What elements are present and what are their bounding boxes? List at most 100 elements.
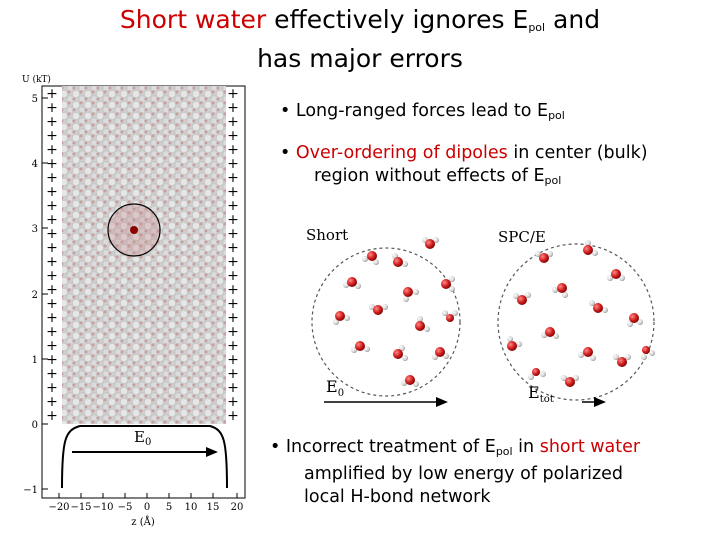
svg-text:+: + [227, 170, 239, 186]
x-tick-label: 20 [231, 502, 244, 513]
bullet-2-mid: in center (bulk) [507, 143, 648, 163]
svg-text:+: + [46, 170, 58, 186]
svg-text:+: + [46, 394, 58, 410]
bullet-2: • Over-ordering of dipoles in center (bu… [280, 142, 648, 192]
svg-text:+: + [46, 296, 58, 312]
svg-text:+: + [46, 114, 58, 130]
svg-text:+: + [46, 282, 58, 298]
y-tick-label: 0 [32, 420, 38, 431]
svg-text:+: + [227, 212, 239, 228]
right-charge-column: ++++ ++++ ++++ ++++ ++++ ++++ [227, 86, 239, 424]
potential-curve [61, 425, 228, 489]
svg-text:+: + [227, 142, 239, 158]
simulation-figure: U (kT) 5 4 3 2 1 0 −1 ++++ ++++ ++++ +++… [22, 74, 246, 528]
spce-field-label: Etot [528, 383, 554, 405]
svg-text:+: + [227, 296, 239, 312]
svg-text:+: + [46, 366, 58, 382]
svg-text:+: + [46, 184, 58, 200]
bullet-2-line2: region without effects of E [314, 166, 545, 186]
left-charge-column: ++++ ++++ ++++ ++++ ++++ ++++ [46, 86, 58, 424]
svg-text:+: + [227, 86, 239, 102]
svg-text:+: + [46, 408, 58, 424]
svg-text:+: + [227, 254, 239, 270]
x-tick-label: −20 [48, 502, 69, 513]
svg-text:+: + [227, 380, 239, 396]
y-tick-label: 4 [32, 159, 38, 170]
x-ticks [58, 493, 238, 498]
central-molecule [130, 226, 138, 234]
svg-text:+: + [227, 240, 239, 256]
bullet-1-sub: pol [548, 109, 565, 122]
title-red-text: Short water [119, 5, 267, 34]
short-sphere [311, 247, 461, 397]
svg-text:+: + [227, 352, 239, 368]
svg-text:+: + [227, 156, 239, 172]
water-slab [62, 86, 226, 424]
y-tick-label: 1 [32, 355, 38, 366]
x-tick-label: −15 [70, 502, 91, 513]
bullet-3-sub: pol [495, 445, 513, 458]
bullet-3-red: short water [539, 437, 641, 457]
bullet-1-text: • Long-ranged forces lead to E [280, 101, 549, 121]
y-tick-label: −1 [23, 485, 38, 496]
svg-text:+: + [46, 254, 58, 270]
x-tick-label: 0 [144, 502, 150, 513]
field-label: E0 [134, 428, 151, 448]
spce-sphere [497, 243, 655, 401]
snapshot-figure: Short SPC/E E0 E [306, 226, 655, 407]
y-axis-label: U (kT) [22, 74, 51, 85]
spce-label: SPC/E [498, 228, 546, 246]
y-tick-label: 5 [32, 94, 38, 105]
svg-text:+: + [227, 198, 239, 214]
title-line2: has major errors [257, 44, 463, 73]
x-tick-label: −10 [92, 502, 113, 513]
x-axis-label: z (Å) [131, 516, 155, 528]
svg-text:+: + [227, 366, 239, 382]
title-mid-text: effectively ignores E [266, 5, 529, 34]
title-sub: pol [528, 21, 546, 34]
short-field-arrowhead [436, 397, 448, 407]
svg-text:+: + [227, 394, 239, 410]
svg-text:+: + [46, 380, 58, 396]
y-tick-label: 2 [32, 290, 38, 301]
svg-text:+: + [227, 100, 239, 116]
y-tick-label: 3 [32, 224, 38, 235]
svg-text:+: + [46, 100, 58, 116]
svg-text:+: + [46, 310, 58, 326]
field-arrowhead [206, 447, 218, 457]
slide-title: Short water effectively ignores Epol and… [0, 4, 720, 74]
title-end-text: and [545, 5, 601, 34]
spce-molecules [507, 240, 655, 387]
svg-text:+: + [46, 128, 58, 144]
spce-field-arrowhead [594, 397, 606, 407]
svg-text:+: + [227, 338, 239, 354]
bullet-1: • Long-ranged forces lead to Epol [280, 100, 565, 127]
svg-text:+: + [46, 212, 58, 228]
short-molecules [333, 237, 458, 387]
bullet-2-sub: pol [544, 174, 562, 187]
bullet-2-red: Over-ordering of dipoles [295, 143, 508, 163]
svg-text:+: + [46, 86, 58, 102]
svg-text:+: + [46, 268, 58, 284]
bullet-3-mid: in [512, 437, 540, 457]
bullet-3-line3: local H-bond network [304, 487, 491, 507]
svg-text:+: + [46, 198, 58, 214]
short-label: Short [306, 226, 348, 244]
x-tick-label: 15 [207, 502, 220, 513]
svg-text:+: + [46, 338, 58, 354]
svg-text:+: + [227, 268, 239, 284]
x-tick-label: −5 [118, 502, 133, 513]
x-tick-label: 10 [185, 502, 198, 513]
y-ticks [42, 97, 48, 490]
x-tick-label: 5 [166, 502, 172, 513]
svg-text:+: + [46, 324, 58, 340]
svg-text:+: + [227, 408, 239, 424]
svg-text:+: + [227, 184, 239, 200]
bullet-3-line2: amplified by low energy of polarized [304, 464, 624, 484]
short-field-label: E0 [326, 377, 344, 399]
svg-text:+: + [46, 226, 58, 242]
svg-text:+: + [227, 226, 239, 242]
svg-text:+: + [227, 310, 239, 326]
svg-text:+: + [227, 128, 239, 144]
bullet-2-lead: • [280, 143, 296, 163]
